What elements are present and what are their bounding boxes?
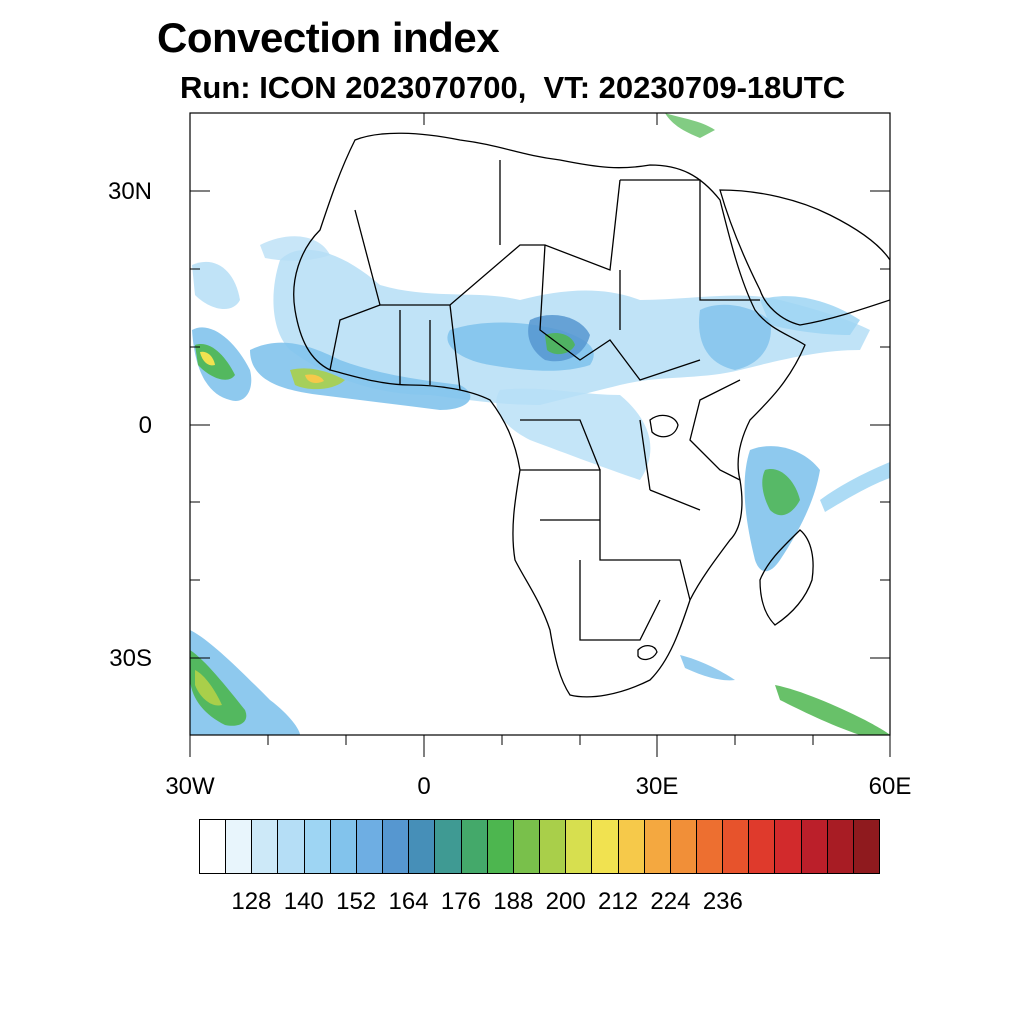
border-sahara-1: [354, 179, 621, 306]
convection-area-mediterranean: [665, 113, 715, 138]
colorbar-cell: [540, 820, 567, 873]
colorbar-cell: [252, 820, 279, 873]
convection-area-ethiopia: [699, 304, 771, 370]
colorbar-cell: [461, 820, 488, 873]
colorbar-cell: [696, 820, 724, 873]
colorbar-tick-label: 236: [702, 888, 743, 915]
border-congo: [520, 419, 651, 491]
colorbar-cell: [592, 820, 619, 873]
colorbar-tick-label: 152: [336, 888, 377, 915]
colorbar-tick-label: 200: [545, 888, 586, 915]
convection-area-congo: [496, 388, 651, 480]
colorbar-cell: [749, 820, 776, 873]
colorbar: [199, 819, 880, 874]
plot-frame: [189, 112, 891, 736]
colorbar-cell: [356, 820, 384, 873]
colorbar-cell: [200, 820, 227, 873]
border-south: [520, 469, 701, 641]
africa-coastline: [293, 132, 806, 698]
colorbar-cell: [278, 820, 305, 873]
colorbar-cell: [304, 820, 331, 873]
colorbar-cell: [487, 820, 514, 873]
lake-victoria: [649, 414, 679, 438]
colorbar-tick-label: 140: [283, 888, 324, 915]
border-west: [329, 304, 431, 385]
convection-field: [190, 113, 890, 735]
colorbar-tick-label: 164: [388, 888, 429, 915]
lon-label-30w: 30W: [165, 773, 215, 800]
lon-label-0: 0: [417, 773, 431, 800]
colorbar-cell: [670, 820, 697, 873]
convection-area-chad-core: [545, 333, 575, 355]
colorbar-cell: [853, 820, 880, 873]
colorbar-cell: [644, 820, 671, 873]
convection-area-indian-ocean: [820, 462, 890, 512]
page-subtitle: Run: ICON 2023070700, VT: 20230709-18UTC: [180, 70, 846, 105]
lon-label-60e: 60E: [868, 773, 912, 800]
colorbar-cell: [618, 820, 645, 873]
colorbar-cell: [330, 820, 357, 873]
convection-area-north-africa: [260, 236, 330, 261]
convection-area-guinea-peak: [305, 374, 324, 383]
border-east: [689, 250, 760, 481]
lesotho-outline: [637, 645, 658, 661]
arabia-coastline: [719, 189, 890, 326]
colorbar-cell: [513, 820, 541, 873]
convection-area-south-atlantic-core: [190, 650, 247, 726]
convection-area-south-indian-edge: [680, 655, 735, 681]
convection-area-atlantic-peak: [200, 351, 215, 366]
lat-label-30s: 30S: [109, 645, 152, 672]
colorbar-cell: [827, 820, 854, 873]
tick-marks: [189, 113, 891, 757]
convection-area-south-atlantic-peak: [195, 670, 222, 706]
lon-label-30e: 30E: [635, 773, 679, 800]
colorbar-tick-label: 188: [493, 888, 534, 915]
madagascar-coastline: [759, 529, 814, 626]
convection-area-south-indian: [775, 685, 890, 735]
colorbar-cell: [723, 820, 750, 873]
colorbar-cell: [383, 820, 410, 873]
border-sahara-2: [499, 160, 701, 250]
convection-area-madagascar-core: [762, 469, 800, 516]
colorbar-tick-label: 128: [231, 888, 272, 915]
colorbar-tick-label: 224: [650, 888, 691, 915]
convection-area-atlantic-north: [192, 261, 240, 310]
convection-area-guinea: [250, 342, 471, 410]
lat-label-0: 0: [138, 412, 152, 439]
page-title: Convection index: [157, 14, 500, 61]
convection-area-yemen: [760, 296, 860, 335]
colorbar-cell: [566, 820, 593, 873]
coastline-layer: [293, 132, 890, 698]
colorbar-tick-label: 212: [598, 888, 639, 915]
colorbar-cell: [775, 820, 802, 873]
colorbar-cell: [226, 820, 253, 873]
colorbar-tick-label: 176: [440, 888, 481, 915]
colorbar-cell: [801, 820, 828, 873]
colorbar-cell: [409, 820, 436, 873]
lat-label-30n: 30N: [107, 178, 152, 205]
border-central: [449, 244, 701, 391]
colorbar-cell: [435, 820, 462, 873]
